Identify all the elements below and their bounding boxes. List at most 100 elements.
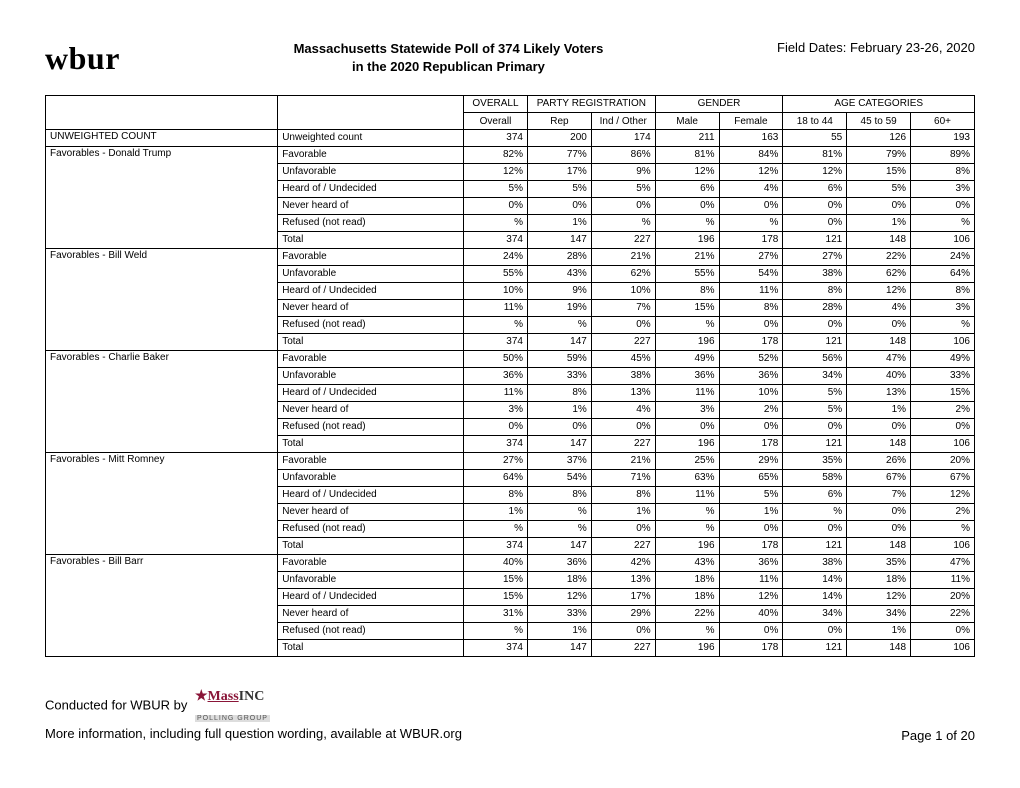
cell-value: 11% [655,487,719,504]
cell-value: 126 [847,130,911,147]
cell-value: 0% [655,198,719,215]
cell-value: 22% [911,606,975,623]
col-header: 45 to 59 [847,113,911,130]
cell-value: 0% [783,521,847,538]
cell-value: 38% [591,368,655,385]
cell-value: 15% [655,300,719,317]
cell-value: 8% [527,487,591,504]
cell-value: 6% [655,181,719,198]
cell-value: 26% [847,453,911,470]
cell-value: 121 [783,436,847,453]
cell-value: 163 [719,130,783,147]
cell-value: 33% [911,368,975,385]
cell-value: % [911,521,975,538]
cell-value: 36% [527,555,591,572]
cell-value: 147 [527,334,591,351]
col-header: 60+ [911,113,975,130]
cell-value: 13% [591,385,655,402]
cell-value: 7% [591,300,655,317]
row-sublabel: Heard of / Undecided [278,487,464,504]
row-sublabel: Unfavorable [278,266,464,283]
massinc-mass: Mass [208,689,239,704]
cell-value: 21% [591,249,655,266]
row-sublabel: Never heard of [278,606,464,623]
cell-value: 0% [463,198,527,215]
group-gender: GENDER [655,96,783,113]
cell-value: 6% [783,487,847,504]
table-row: Favorables - Donald TrumpFavorable82%77%… [46,147,975,164]
cell-value: 36% [719,368,783,385]
cell-value: 21% [591,453,655,470]
cell-value: 0% [783,419,847,436]
cell-value: 0% [591,521,655,538]
cell-value: 227 [591,640,655,657]
more-info: More information, including full questio… [45,725,462,743]
cell-value: 1% [527,402,591,419]
cell-value: 148 [847,334,911,351]
cell-value: 148 [847,436,911,453]
cell-value: 0% [527,419,591,436]
cell-value: 106 [911,538,975,555]
cell-value: 24% [911,249,975,266]
cell-value: 9% [527,283,591,300]
table-row: Favorables - Charlie BakerFavorable50%59… [46,351,975,368]
section-label: Favorables - Bill Weld [46,249,278,351]
cell-value: 3% [911,300,975,317]
cell-value: 178 [719,436,783,453]
cell-value: 121 [783,232,847,249]
cell-value: 0% [847,504,911,521]
cell-value: 15% [911,385,975,402]
cell-value: 196 [655,436,719,453]
cell-value: 147 [527,640,591,657]
cell-value: 18% [655,589,719,606]
cell-value: 11% [463,385,527,402]
cell-value: 33% [527,606,591,623]
cell-value: 12% [463,164,527,181]
cell-value: 29% [719,453,783,470]
cell-value: 12% [911,487,975,504]
cell-value: 10% [719,385,783,402]
cell-value: % [527,317,591,334]
blank-header [46,96,278,130]
cell-value: 1% [527,215,591,232]
cell-value: 0% [719,198,783,215]
cell-value: 12% [527,589,591,606]
cell-value: 36% [719,555,783,572]
cell-value: 196 [655,232,719,249]
cell-value: 8% [719,300,783,317]
cell-value: 106 [911,334,975,351]
cell-value: 148 [847,232,911,249]
cell-value: 89% [911,147,975,164]
cell-value: % [527,504,591,521]
cell-value: 1% [591,504,655,521]
cell-value: 178 [719,538,783,555]
cell-value: 374 [463,232,527,249]
cell-value: 11% [719,572,783,589]
cell-value: 147 [527,232,591,249]
cell-value: 12% [655,164,719,181]
cell-value: 54% [719,266,783,283]
row-sublabel: Refused (not read) [278,521,464,538]
cell-value: 12% [783,164,847,181]
cell-value: 81% [783,147,847,164]
title-line1: Massachusetts Statewide Poll of 374 Like… [160,40,737,58]
cell-value: 227 [591,436,655,453]
cell-value: 79% [847,147,911,164]
col-header: 18 to 44 [783,113,847,130]
table-head: OVERALL PARTY REGISTRATION GENDER AGE CA… [46,96,975,130]
cell-value: % [463,215,527,232]
row-sublabel: Total [278,538,464,555]
cell-value: 200 [527,130,591,147]
cell-value: 148 [847,538,911,555]
cell-value: 0% [783,623,847,640]
cell-value: 28% [783,300,847,317]
poll-table: OVERALL PARTY REGISTRATION GENDER AGE CA… [45,95,975,657]
cell-value: 5% [527,181,591,198]
cell-value: 0% [847,317,911,334]
cell-value: 8% [591,487,655,504]
cell-value: 0% [719,623,783,640]
row-sublabel: Favorable [278,555,464,572]
cell-value: 4% [591,402,655,419]
row-sublabel: Unfavorable [278,572,464,589]
cell-value: 106 [911,436,975,453]
